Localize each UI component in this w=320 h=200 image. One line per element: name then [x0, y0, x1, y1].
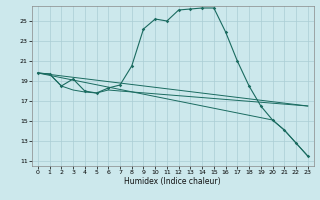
X-axis label: Humidex (Indice chaleur): Humidex (Indice chaleur)	[124, 177, 221, 186]
